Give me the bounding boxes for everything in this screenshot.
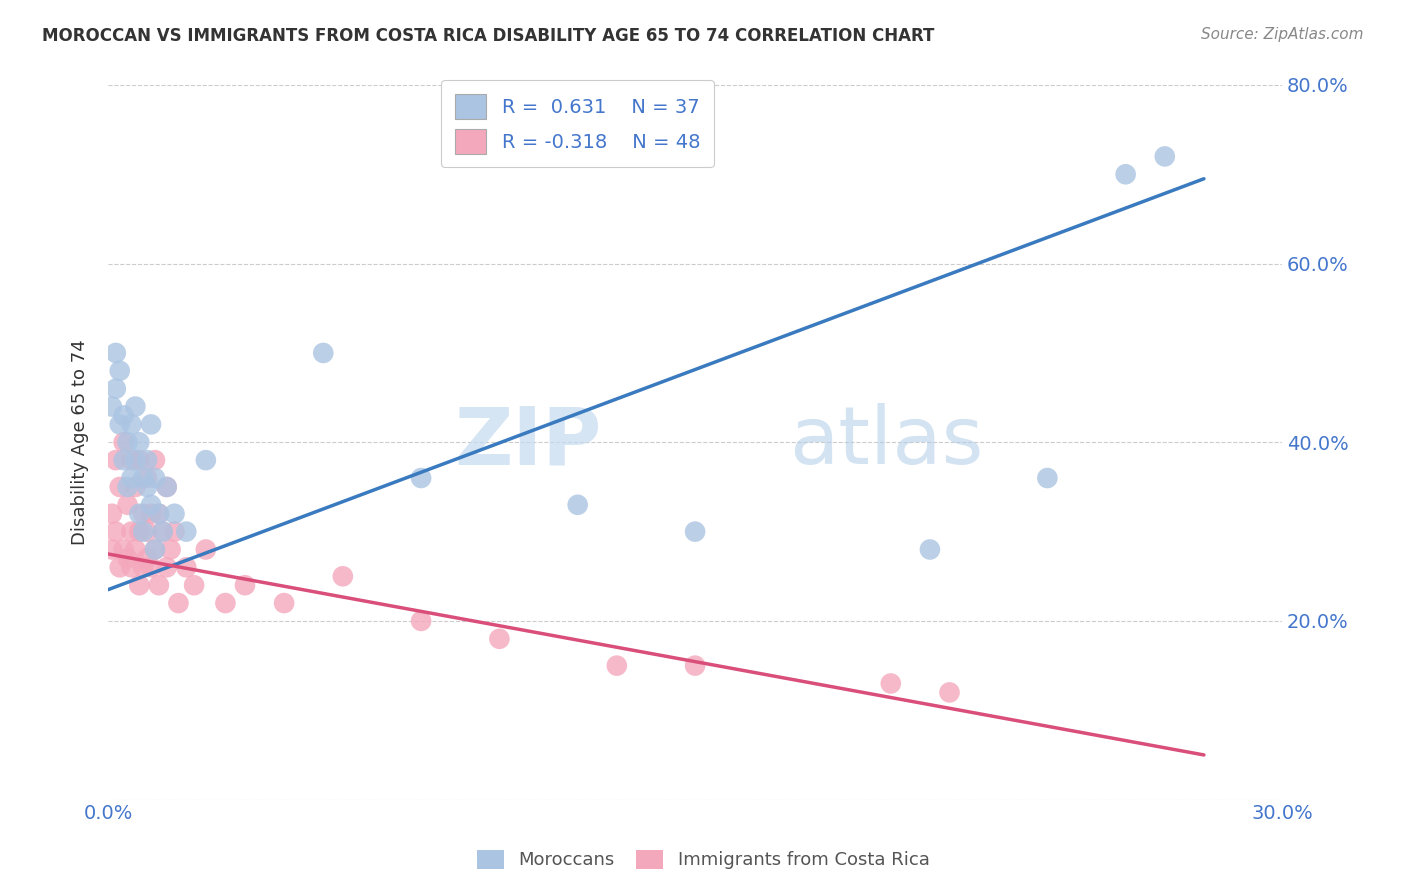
- Point: [880, 676, 903, 690]
- Point: [117, 498, 139, 512]
- Point: [128, 578, 150, 592]
- Point: [152, 524, 174, 539]
- Point: [128, 453, 150, 467]
- Point: [104, 346, 127, 360]
- Point: [1153, 149, 1175, 163]
- Point: [104, 382, 127, 396]
- Point: [411, 471, 433, 485]
- Point: [233, 578, 256, 592]
- Point: [332, 569, 354, 583]
- Point: [143, 542, 166, 557]
- Text: Source: ZipAtlas.com: Source: ZipAtlas.com: [1201, 27, 1364, 42]
- Point: [112, 542, 135, 557]
- Point: [488, 632, 510, 646]
- Text: ZIP: ZIP: [454, 403, 602, 482]
- Point: [159, 542, 181, 557]
- Point: [156, 480, 179, 494]
- Legend: Moroccans, Immigrants from Costa Rica: Moroccans, Immigrants from Costa Rica: [468, 840, 938, 879]
- Point: [108, 364, 131, 378]
- Point: [143, 471, 166, 485]
- Point: [112, 453, 135, 467]
- Point: [121, 560, 143, 574]
- Point: [101, 400, 124, 414]
- Point: [156, 480, 179, 494]
- Point: [124, 480, 146, 494]
- Point: [121, 471, 143, 485]
- Point: [174, 524, 197, 539]
- Point: [139, 560, 162, 574]
- Point: [104, 453, 127, 467]
- Point: [136, 524, 159, 539]
- Point: [132, 560, 155, 574]
- Point: [132, 524, 155, 539]
- Y-axis label: Disability Age 65 to 74: Disability Age 65 to 74: [72, 339, 89, 545]
- Point: [136, 551, 159, 566]
- Point: [312, 346, 335, 360]
- Point: [101, 542, 124, 557]
- Point: [143, 542, 166, 557]
- Point: [128, 524, 150, 539]
- Point: [156, 560, 179, 574]
- Point: [124, 400, 146, 414]
- Point: [108, 480, 131, 494]
- Point: [194, 453, 217, 467]
- Point: [117, 480, 139, 494]
- Point: [148, 578, 170, 592]
- Point: [132, 471, 155, 485]
- Point: [136, 480, 159, 494]
- Point: [139, 498, 162, 512]
- Point: [117, 435, 139, 450]
- Point: [124, 453, 146, 467]
- Point: [117, 551, 139, 566]
- Point: [148, 507, 170, 521]
- Point: [163, 507, 186, 521]
- Point: [121, 453, 143, 467]
- Point: [183, 578, 205, 592]
- Text: atlas: atlas: [789, 403, 983, 482]
- Point: [139, 507, 162, 521]
- Point: [214, 596, 236, 610]
- Point: [174, 560, 197, 574]
- Point: [194, 542, 217, 557]
- Point: [136, 471, 159, 485]
- Point: [167, 596, 190, 610]
- Point: [112, 409, 135, 423]
- Text: MOROCCAN VS IMMIGRANTS FROM COSTA RICA DISABILITY AGE 65 TO 74 CORRELATION CHART: MOROCCAN VS IMMIGRANTS FROM COSTA RICA D…: [42, 27, 935, 45]
- Point: [567, 498, 589, 512]
- Point: [104, 524, 127, 539]
- Point: [152, 524, 174, 539]
- Point: [938, 685, 960, 699]
- Point: [683, 658, 706, 673]
- Point: [101, 507, 124, 521]
- Point: [121, 417, 143, 432]
- Point: [108, 560, 131, 574]
- Point: [918, 542, 941, 557]
- Point: [124, 542, 146, 557]
- Point: [163, 524, 186, 539]
- Point: [112, 435, 135, 450]
- Point: [606, 658, 628, 673]
- Point: [148, 507, 170, 521]
- Point: [136, 453, 159, 467]
- Legend: R =  0.631    N = 37, R = -0.318    N = 48: R = 0.631 N = 37, R = -0.318 N = 48: [441, 80, 714, 168]
- Point: [143, 453, 166, 467]
- Point: [108, 417, 131, 432]
- Point: [1115, 167, 1137, 181]
- Point: [1036, 471, 1059, 485]
- Point: [121, 524, 143, 539]
- Point: [683, 524, 706, 539]
- Point: [139, 417, 162, 432]
- Point: [132, 507, 155, 521]
- Point: [128, 507, 150, 521]
- Point: [273, 596, 295, 610]
- Point: [128, 435, 150, 450]
- Point: [411, 614, 433, 628]
